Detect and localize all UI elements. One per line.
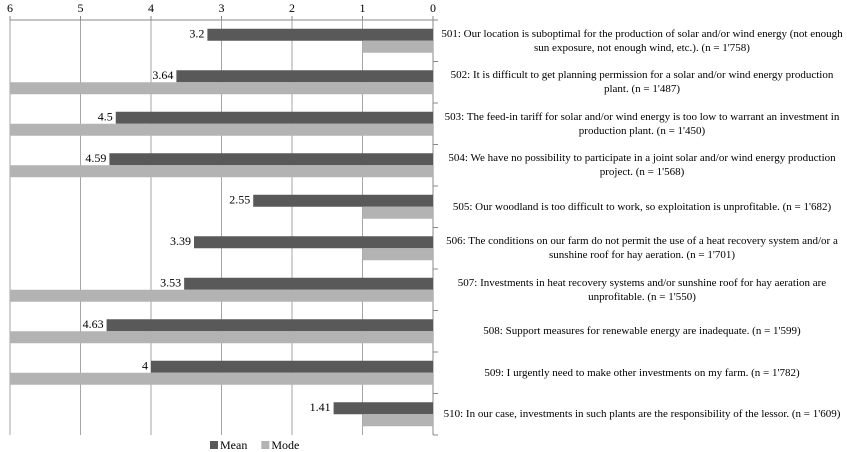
data-label: 4.59 [85, 151, 106, 165]
bar [106, 319, 434, 332]
bar [10, 165, 433, 178]
x-tick-label: 6 [7, 1, 13, 15]
x-tick-label: 1 [360, 1, 366, 15]
category-label: 507: Investments in heat recovery system… [457, 276, 827, 303]
bar [362, 248, 433, 261]
bar [10, 289, 433, 302]
data-label: 4.63 [83, 317, 104, 331]
category-label: 502: It is difficult to get planning per… [450, 69, 834, 96]
legend-label: Mean [220, 438, 247, 452]
data-label: 4 [142, 359, 148, 373]
x-tick-label: 5 [78, 1, 84, 15]
category-label: 506: The conditions on our farm do not p… [446, 235, 838, 262]
bar [194, 236, 433, 249]
x-tick-label: 3 [219, 1, 225, 15]
bar [253, 194, 433, 207]
bar [207, 28, 433, 41]
bar [10, 123, 433, 136]
data-label: 2.55 [229, 193, 250, 207]
data-label: 3.64 [152, 68, 173, 82]
category-label: 510: In our case, investments in such pl… [443, 408, 841, 421]
data-label: 4.5 [98, 110, 113, 124]
bar [109, 153, 433, 166]
bar [184, 277, 433, 290]
bar [151, 360, 433, 373]
legend-swatch [210, 441, 218, 449]
category-label: 509: I urgently need to make other inves… [484, 366, 800, 379]
bar [10, 372, 433, 385]
x-tick-label: 0 [430, 1, 436, 15]
data-label: 3.2 [189, 27, 204, 41]
category-label: 501: Our location is suboptimal for the … [441, 27, 843, 54]
data-label: 3.39 [170, 234, 191, 248]
category-label: 503: The feed-in tariff for solar and/or… [444, 110, 840, 137]
category-label: 508: Support measures for renewable ener… [483, 325, 801, 338]
bar [176, 70, 433, 83]
bar [333, 402, 433, 415]
data-label: 3.53 [160, 276, 181, 290]
bar [10, 331, 433, 344]
bar [362, 206, 433, 219]
category-label: 505: Our woodland is too difficult to wo… [452, 200, 832, 213]
data-label: 1.41 [310, 400, 331, 414]
legend-label: Mode [271, 438, 299, 452]
bar [362, 414, 433, 427]
category-label: 504: We have no possibility to participa… [448, 152, 836, 179]
bar [10, 82, 433, 95]
x-tick-label: 4 [148, 1, 154, 15]
legend-swatch [261, 441, 270, 449]
bar [115, 111, 433, 124]
x-tick-label: 2 [289, 1, 295, 15]
bar [362, 40, 433, 53]
